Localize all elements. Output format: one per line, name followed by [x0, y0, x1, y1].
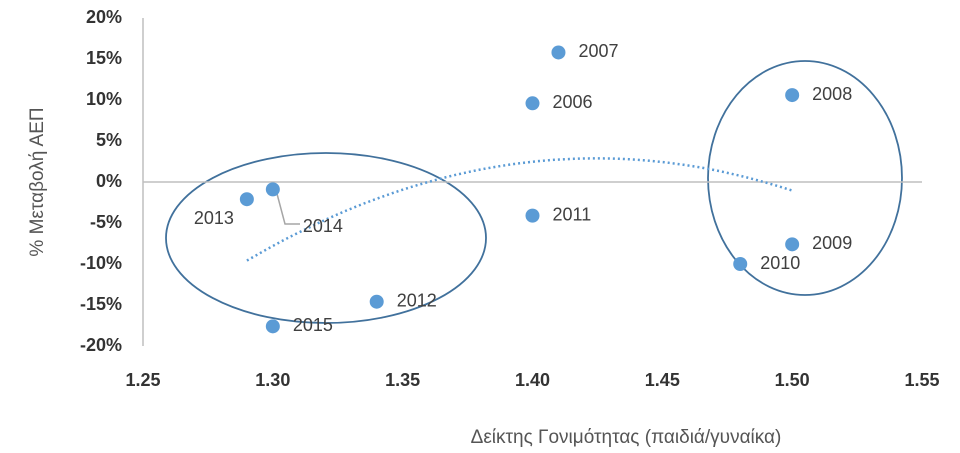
data-label: 2010: [760, 253, 800, 273]
y-tick-label: 15%: [86, 48, 122, 68]
y-tick-label: 20%: [86, 7, 122, 27]
data-label: 2011: [553, 204, 592, 224]
x-tick-label: 1.40: [515, 370, 550, 390]
data-label: 2014: [303, 216, 343, 236]
y-tick-label: -5%: [90, 212, 122, 232]
data-label: 2007: [578, 41, 618, 61]
data-label: 2009: [812, 233, 852, 253]
data-label: 2008: [812, 84, 852, 104]
scatter-point: [265, 182, 280, 197]
scatter-point: [785, 88, 800, 103]
group-ellipse: [707, 60, 903, 296]
x-tick-label: 1.30: [255, 370, 290, 390]
y-tick-label: -20%: [80, 335, 122, 355]
x-axis-title: Δείκτης Γονιμότητας (παιδιά/γυναίκα): [471, 427, 782, 448]
scatter-point: [265, 319, 280, 334]
group-ellipse: [165, 152, 487, 324]
leader-line: [275, 189, 300, 225]
x-tick-label: 1.50: [775, 370, 810, 390]
y-tick-label: -15%: [80, 294, 122, 314]
scatter-point: [785, 237, 800, 252]
x-tick-label: 1.55: [904, 370, 939, 390]
data-label: 2012: [397, 290, 437, 310]
y-tick-label: 0%: [96, 171, 122, 191]
scatter-point: [525, 208, 540, 223]
x-tick-label: 1.35: [385, 370, 420, 390]
scatter-point: [733, 257, 748, 271]
data-label: 2015: [293, 315, 333, 335]
scatter-point: [525, 96, 540, 111]
data-label: 2013: [194, 208, 234, 228]
y-tick-label: 5%: [96, 130, 122, 150]
trend-line: [246, 157, 793, 262]
y-tick-label: -10%: [80, 253, 122, 273]
y-axis-title: % Μεταβολή ΑΕΠ: [27, 107, 48, 256]
y-tick-label: 10%: [86, 89, 122, 109]
scatter-point: [239, 192, 254, 207]
x-tick-label: 1.45: [645, 370, 680, 390]
x-tick-label: 1.25: [125, 370, 160, 390]
scatter-point: [369, 294, 384, 309]
scatter-point: [551, 45, 566, 60]
data-label: 2006: [553, 92, 593, 112]
